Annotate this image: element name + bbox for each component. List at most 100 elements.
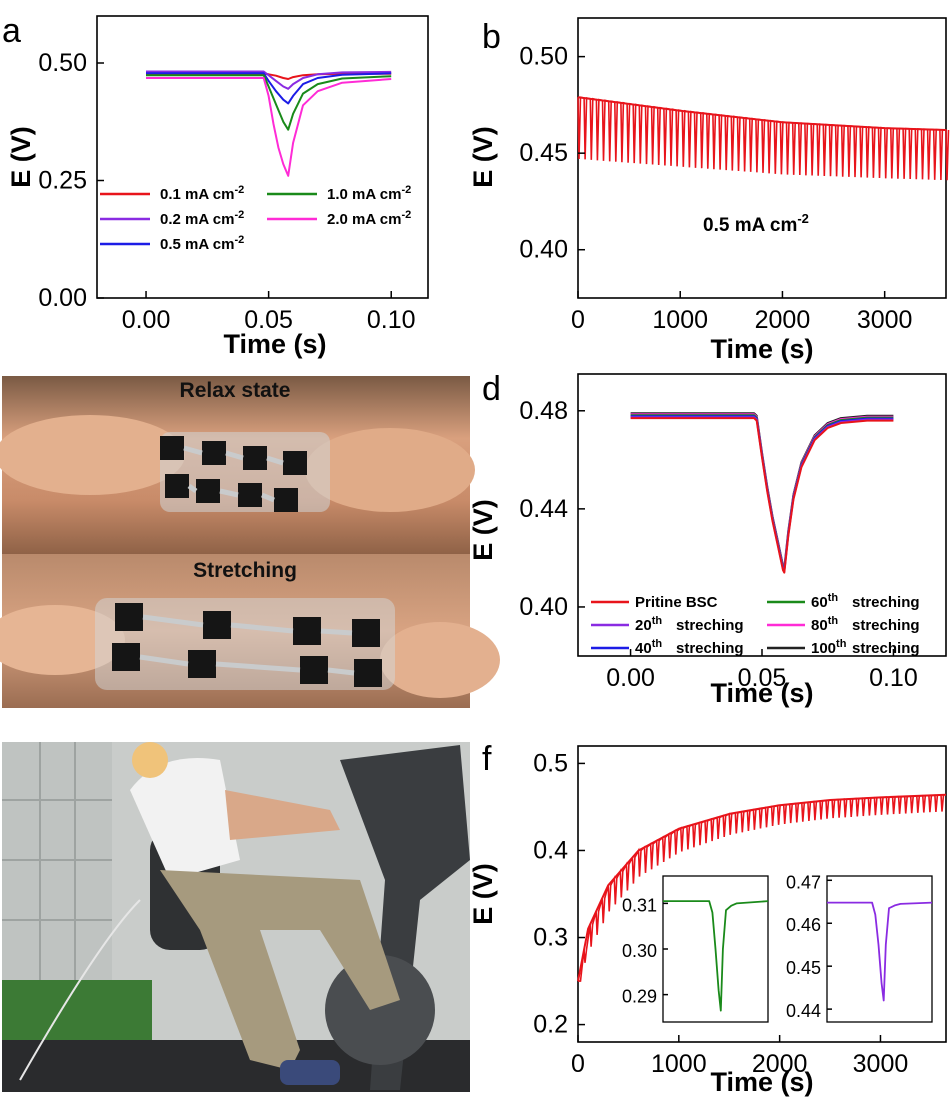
panel-letter-f: f: [482, 740, 492, 778]
person-trousers: [160, 870, 400, 1010]
inset-curve-1: [827, 901, 933, 1002]
person-lower-leg: [200, 930, 300, 1070]
legend-d-label: Pritine BSC: [635, 594, 718, 611]
series-d-4: [630, 413, 894, 570]
chart-d-legend: Pritine BSC 20th streching 40th streching 60t…: [591, 592, 920, 657]
legend-a-label: 1.0 mA cm-2: [327, 184, 411, 203]
y-tick-label: 0.5: [533, 749, 568, 777]
chart-f-inset-purple: 0.44 0.45 0.46 0.47: [786, 872, 933, 1023]
chart-b-xlabel: Time (s): [710, 334, 813, 364]
photo-e: [2, 742, 470, 1092]
x-tick-label: 0.05: [244, 306, 293, 334]
electrode-array-bottom: [112, 603, 382, 687]
bike-flywheel: [325, 955, 435, 1065]
series-d-5: [630, 412, 894, 569]
person-shirt: [130, 758, 240, 880]
series-d-0: [630, 417, 894, 574]
thumb-right-bottom: [380, 622, 500, 698]
x-tick-label: 1000: [652, 306, 708, 334]
legend-d-label: 20th streching: [635, 615, 744, 634]
y-tick-label: 0.30: [622, 941, 657, 961]
locker-wall: [2, 742, 112, 982]
series-a-4: [146, 77, 392, 177]
bike-console: [340, 745, 470, 1090]
y-tick-label: 0.47: [786, 872, 821, 892]
chart-d-xlabel: Time (s): [710, 678, 813, 708]
y-tick-label: 0.29: [622, 987, 657, 1007]
y-tick-label: 0.25: [38, 167, 87, 195]
y-tick-label: 0.3: [533, 924, 568, 952]
series-a-2: [146, 72, 392, 105]
electrode-array-top: [160, 436, 307, 512]
series-d-1: [630, 416, 894, 573]
thumb-left-top: [0, 415, 185, 495]
photo-c-top-label: Relax state: [180, 379, 291, 402]
chart-f-ylabel: E (V): [468, 863, 498, 925]
chart-a-frame: [96, 15, 429, 299]
series-b-envelope: [577, 96, 947, 131]
x-tick-label: 0.00: [606, 664, 655, 692]
chart-d-ylabel: E (V): [468, 499, 498, 561]
grass-mat: [2, 980, 152, 1040]
inset-curve-0: [663, 900, 769, 1012]
y-tick-label: 0.4: [533, 836, 568, 864]
legend-a-label: 2.0 mA cm-2: [327, 209, 411, 228]
legend-a-label: 0.1 mA cm-2: [160, 184, 244, 203]
series-d-3: [630, 414, 894, 571]
y-tick-label: 0.50: [519, 43, 568, 71]
series-d-2: [630, 415, 894, 572]
chart-a-legend: 0.1 mA cm-2 0.2 mA cm-2 0.5 mA cm-2 1.0 mA …: [100, 184, 411, 253]
x-tick-label: 2000: [752, 1050, 808, 1078]
y-tick-label: 0.40: [519, 236, 568, 264]
panel-letter-d: d: [482, 370, 501, 408]
photo-c: Relax state Stretching: [0, 376, 500, 708]
panel-letter-a: a: [2, 12, 21, 50]
thumb-right-top: [305, 428, 475, 512]
x-tick-label: 1000: [651, 1050, 707, 1078]
sensor-wire: [19, 899, 141, 1081]
x-tick-label: 0.10: [367, 306, 416, 334]
y-tick-label: 0.31: [622, 895, 657, 915]
x-tick-label: 0.05: [738, 664, 787, 692]
chart-d: 0.00 0.05 0.100.400.440.48 Time (s) E (V) …: [468, 373, 947, 708]
chart-a: 0.00 0.05 0.100.000.250.50 Time (s) E (V) …: [6, 15, 429, 359]
thumb-left-bottom: [0, 605, 125, 675]
x-tick-label: 2000: [755, 306, 811, 334]
legend-d-label: 100th streching: [811, 638, 920, 657]
chart-b-ylabel: E (V): [468, 126, 498, 188]
y-tick-label: 0.44: [786, 1001, 821, 1021]
y-tick-label: 0.45: [786, 958, 821, 978]
legend-a-label: 0.2 mA cm-2: [160, 209, 244, 228]
y-tick-label: 0.50: [38, 49, 87, 77]
panel-letter-b: b: [482, 18, 501, 56]
x-tick-label: 0: [571, 306, 585, 334]
legend-d-label: 60th streching: [811, 592, 920, 611]
y-tick-label: 0.44: [519, 495, 568, 523]
x-tick-label: 3000: [857, 306, 913, 334]
series-f-envelope: [577, 793, 947, 982]
legend-d-label: 40th streching: [635, 638, 744, 657]
series-b: [577, 96, 950, 181]
series-a-1: [146, 70, 392, 90]
person-shoe: [280, 1060, 340, 1085]
y-tick-label: 0.2: [533, 1011, 568, 1039]
chart-a-xlabel: Time (s): [223, 329, 326, 359]
chart-f: 0 1000 2000 3000 0.2 0.3 0.4 0.5 Time (s) E (V)…: [468, 745, 947, 1097]
legend-a-label: 0.5 mA cm-2: [160, 234, 244, 253]
y-tick-label: 0.00: [38, 284, 87, 312]
x-tick-label: 0: [571, 1050, 585, 1078]
chart-b: 0 1000 2000 3000 0.40 0.45 0.50 Time (s) E (V)…: [468, 17, 950, 364]
sensor-patch: [132, 742, 168, 778]
person-arm: [225, 790, 340, 840]
chart-a-ylabel: E (V): [6, 126, 36, 188]
chart-f-frame: [577, 745, 947, 1043]
y-tick-label: 0.40: [519, 593, 568, 621]
y-tick-label: 0.46: [786, 915, 821, 935]
photo-c-bottom-label: Stretching: [193, 559, 297, 582]
y-tick-label: 0.45: [519, 139, 568, 167]
chart-b-annotation: 0.5 mA cm-2: [703, 211, 809, 236]
x-tick-label: 0.00: [122, 306, 171, 334]
legend-d-label: 80th streching: [811, 615, 920, 634]
chart-f-xlabel: Time (s): [710, 1067, 813, 1097]
